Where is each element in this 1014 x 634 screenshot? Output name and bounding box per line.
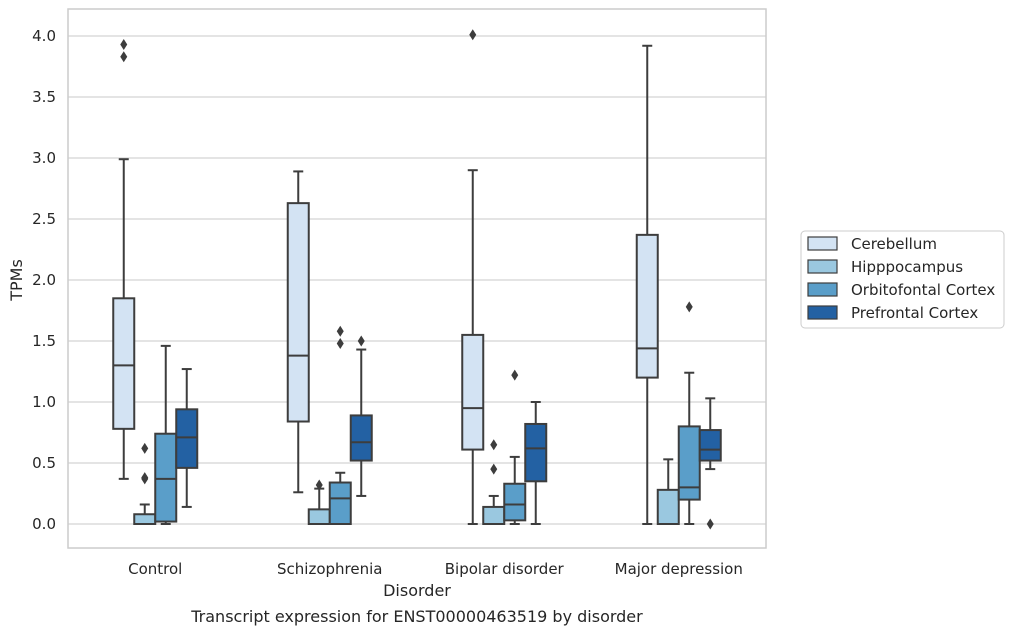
outlier-point (336, 337, 344, 349)
outlier-point (685, 301, 693, 313)
box-rect (154, 432, 178, 523)
box-item (286, 170, 310, 494)
x-axis-label: Disorder (383, 581, 451, 600)
box-item (482, 439, 506, 526)
legend-items: Cerebellum Hipppocampus Orbitofontal Corte… (807, 235, 995, 322)
box-item (349, 335, 373, 497)
y-axis-label: TPMs (7, 259, 26, 302)
box-rect (112, 297, 136, 430)
legend-swatch (807, 236, 838, 251)
legend-swatch (807, 259, 838, 274)
box-rect (349, 414, 373, 462)
y-tick-label: 3.5 (32, 88, 56, 106)
outlier-point (490, 463, 498, 475)
outlier-point (469, 29, 477, 41)
box-rect (482, 505, 506, 526)
outlier-point (315, 479, 323, 491)
y-tick-label: 0.0 (32, 515, 56, 533)
box-rect (635, 233, 659, 379)
chart-caption: Transcript expression for ENST0000046351… (190, 607, 643, 626)
legend-swatch (807, 305, 838, 320)
outlier-point (336, 325, 344, 337)
outlier-point (357, 335, 365, 347)
outlier-point (706, 518, 714, 530)
box-rect (133, 513, 157, 525)
outlier-point (141, 472, 149, 484)
outlier-point (120, 51, 128, 63)
box-item (656, 458, 680, 525)
series-prefrontal-cortex (175, 335, 722, 530)
box-item (524, 401, 548, 525)
boxes (112, 29, 722, 530)
box-rect (656, 488, 680, 525)
x-tick-label: Major depression (615, 560, 743, 578)
legend: Cerebellum Hipppocampus Orbitofontal Corte… (800, 230, 1005, 329)
box-item (503, 369, 527, 525)
box-item (635, 44, 659, 525)
x-tick-labels: Control Schizophrenia Bipolar disorder Majo… (128, 560, 743, 578)
box-item (328, 325, 352, 525)
legend-label: Cerebellum (851, 235, 937, 253)
box-item (154, 344, 178, 525)
box-rect (698, 429, 722, 462)
series-orbitofontal-cortex (154, 301, 701, 525)
grid-lines (68, 35, 766, 525)
y-tick-label: 3.0 (32, 149, 56, 167)
legend-swatch (807, 282, 838, 297)
y-tick-labels: 0.0 0.5 1.0 1.5 2.0 2.5 3.0 3.5 4.0 (32, 27, 56, 533)
legend-label: Orbitofontal Cortex (851, 281, 995, 299)
box-rect (328, 481, 352, 525)
box-rect (524, 422, 548, 483)
legend-frame (800, 230, 1005, 329)
box-item (698, 397, 722, 530)
box-item (112, 39, 136, 480)
x-tick-label: Schizophrenia (277, 560, 382, 578)
y-tick-label: 4.0 (32, 27, 56, 45)
outlier-point (490, 439, 498, 451)
box-rect (286, 202, 310, 423)
box-item (175, 368, 199, 508)
x-tick-label: Bipolar disorder (445, 560, 565, 578)
y-tick-label: 0.5 (32, 454, 56, 472)
box-item (677, 301, 701, 525)
y-tick-label: 2.5 (32, 210, 56, 228)
box-rect (503, 482, 527, 522)
legend-label: Prefrontal Cortex (851, 304, 978, 322)
y-tick-label: 1.5 (32, 332, 56, 350)
box-rect (461, 333, 485, 451)
box-item (461, 29, 485, 525)
box-rect (307, 508, 331, 525)
x-tick-label: Control (128, 560, 182, 578)
outlier-point (120, 39, 128, 51)
y-tick-label: 2.0 (32, 271, 56, 289)
series-cerebellum (112, 29, 659, 525)
plot-frame (67, 8, 767, 549)
series-hipppocampus (133, 439, 680, 526)
outlier-point (141, 442, 149, 454)
legend-label: Hipppocampus (851, 258, 963, 276)
box-rect (677, 425, 701, 501)
y-tick-label: 1.0 (32, 393, 56, 411)
box-rect (175, 408, 199, 469)
outlier-point (511, 369, 519, 381)
